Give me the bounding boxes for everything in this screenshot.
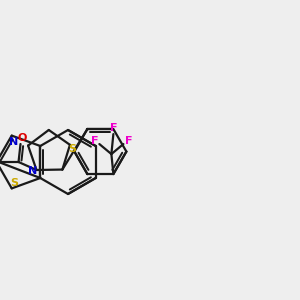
Text: S: S: [68, 144, 76, 154]
Text: F: F: [91, 136, 98, 146]
Text: O: O: [18, 133, 27, 143]
Text: F: F: [124, 136, 132, 146]
Text: N: N: [28, 166, 37, 176]
Text: N: N: [9, 136, 18, 147]
Text: F: F: [110, 123, 117, 133]
Text: S: S: [11, 178, 19, 188]
